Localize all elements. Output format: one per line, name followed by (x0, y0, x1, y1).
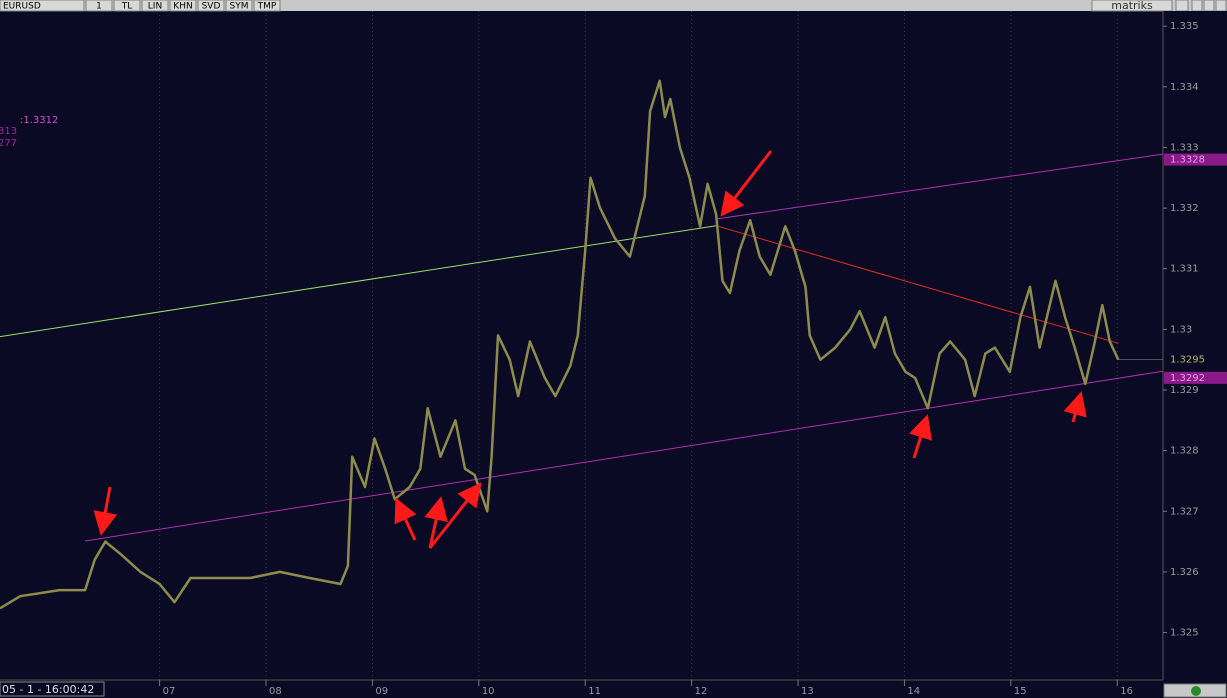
toolbar-button[interactable] (225, 0, 253, 12)
x-tick-label: 07 (163, 686, 176, 697)
arrow (394, 497, 417, 541)
y-tick-label: 1.326 (1170, 567, 1199, 578)
status: 05 - 1 - 16:00:42 (2, 683, 94, 696)
brand: matriks (1111, 0, 1153, 12)
toolbar-button[interactable] (141, 0, 169, 12)
symbol-box[interactable] (0, 0, 85, 12)
arrow (428, 482, 482, 549)
toolbar-label: TMP (257, 2, 277, 12)
x-tick-label: 08 (269, 686, 282, 697)
y-tick-label: 1.328 (1170, 446, 1199, 457)
y-axis-area (1163, 11, 1227, 680)
y-tick-label: 1.325 (1170, 628, 1199, 639)
y-tick-label: 1.329 (1170, 385, 1199, 396)
price-tag-label: 1.3328 (1170, 155, 1205, 166)
y-tick-label: 1.333 (1170, 142, 1199, 153)
arrow (1063, 391, 1087, 423)
note: 277 (0, 138, 17, 149)
price-line (0, 79, 1120, 610)
x-tick-label: 10 (482, 686, 495, 697)
close[interactable] (1215, 0, 1227, 12)
arrow (93, 486, 118, 536)
x-tick-label: 12 (695, 686, 708, 697)
minimize[interactable] (1191, 0, 1203, 12)
toolbar-button[interactable] (85, 0, 113, 12)
y-tick-label: 1.327 (1170, 506, 1199, 517)
y-tick-label: 1.33 (1170, 324, 1192, 335)
y-tick-label: 1.334 (1170, 82, 1199, 93)
toolbar-label: LIN (148, 2, 162, 12)
x-tick-label: 15 (1014, 686, 1027, 697)
toolbar-button[interactable] (253, 0, 281, 12)
price-tag (1164, 153, 1227, 166)
price-tag-label: 1.3295 (1170, 355, 1205, 366)
x-tick-label: 11 (588, 686, 601, 697)
note: 313 (0, 126, 17, 137)
x-tick-label: 14 (907, 686, 920, 697)
symbol: EURUSD (3, 2, 41, 12)
dropdown[interactable] (1175, 0, 1189, 12)
trend-line (85, 370, 1164, 542)
x-tick-label: 13 (801, 686, 814, 697)
arrow (909, 414, 933, 459)
toolbar-label: 1 (96, 2, 102, 12)
trend-line (0, 225, 717, 338)
arrow (424, 496, 448, 549)
arrow (720, 150, 773, 217)
x-tick-label: 16 (1120, 686, 1133, 697)
maximize[interactable] (1203, 0, 1215, 12)
toolbar-label: SYM (230, 2, 249, 12)
x-tick-label: 09 (375, 686, 388, 697)
price-tag (1164, 371, 1227, 384)
price-tag (1164, 353, 1227, 366)
price-tag-label: 1.3292 (1170, 373, 1205, 384)
trend-line (716, 153, 1164, 220)
note: :1.3312 (20, 115, 58, 126)
toolbar-button[interactable] (197, 0, 225, 12)
toolbar-bg (0, 0, 1227, 11)
toolbar-button[interactable] (169, 0, 197, 12)
x-axis-area (0, 680, 1227, 698)
toolbar-label: KHN (173, 2, 192, 12)
brand-box (1091, 0, 1173, 12)
y-tick-label: 1.335 (1170, 21, 1199, 32)
y-tick-label: 1.332 (1170, 203, 1199, 214)
toolbar-button[interactable] (113, 0, 141, 12)
toolbar-label: SVD (202, 2, 221, 12)
toolbar-label: TL (121, 2, 133, 12)
status-box (0, 681, 105, 697)
scroll-button[interactable] (1191, 686, 1201, 696)
trend-line (715, 225, 1119, 344)
y-tick-label: 1.331 (1170, 264, 1199, 275)
annotations (93, 150, 1087, 549)
toolbar: EURUSD matriks 1 TL LIN KHN SVD SYM TMP (0, 0, 1227, 12)
